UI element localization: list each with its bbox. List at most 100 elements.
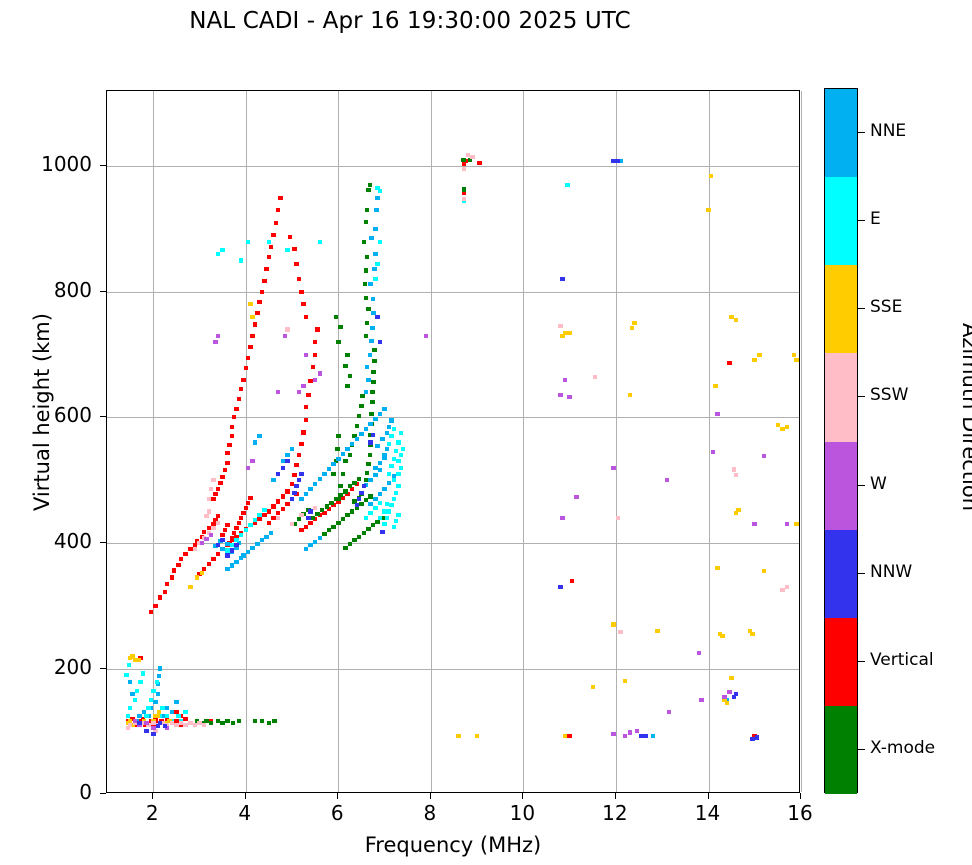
data-point-ssw <box>215 520 221 525</box>
data-point-e <box>157 714 163 719</box>
x-tick-label: 10 <box>509 801 536 825</box>
data-point-w <box>622 734 628 739</box>
colorbar-band-nne <box>825 89 857 178</box>
data-point-nne <box>225 542 230 547</box>
data-point-x-mode <box>345 513 350 518</box>
data-point-vertical <box>252 322 258 327</box>
data-point-vertical <box>211 557 216 562</box>
data-point-nnw <box>234 543 239 548</box>
data-point-nnw <box>225 553 230 558</box>
data-point-vertical <box>294 463 299 468</box>
data-point-nnw <box>299 471 304 476</box>
data-point-nne <box>255 542 260 547</box>
data-point-nne <box>389 418 394 423</box>
data-point-e <box>140 671 146 676</box>
data-point-x-mode <box>367 183 373 188</box>
data-point-x-mode <box>347 484 353 489</box>
data-point-nne <box>367 352 373 357</box>
data-point-sse <box>167 718 172 723</box>
data-point-nne <box>370 326 375 331</box>
data-point-w <box>611 732 616 737</box>
data-point-vertical <box>299 289 304 294</box>
data-point-e <box>384 515 390 520</box>
y-tick <box>100 793 106 794</box>
data-point-nne <box>382 455 387 460</box>
data-point-e <box>257 513 262 518</box>
data-point-w <box>611 465 616 470</box>
data-point-x-mode <box>333 459 339 464</box>
data-point-w <box>666 710 672 715</box>
data-point-e <box>248 523 253 528</box>
data-point-nnw <box>643 734 649 739</box>
colorbar-tick <box>858 748 865 750</box>
data-point-vertical <box>308 378 313 384</box>
data-point-nne <box>160 714 165 719</box>
data-point-e <box>262 508 267 513</box>
data-point-x-mode <box>345 352 350 357</box>
data-point-vertical <box>727 360 732 365</box>
data-point-w <box>715 412 720 417</box>
y-tick-label: 200 <box>53 654 92 679</box>
data-point-ssw <box>731 467 737 472</box>
data-point-vertical <box>174 718 179 723</box>
data-point-x-mode <box>296 517 302 522</box>
data-point-e <box>375 186 380 191</box>
data-point-nne <box>250 545 255 551</box>
data-point-w <box>627 730 633 735</box>
data-point-vertical <box>236 520 242 525</box>
data-point-ssw <box>141 721 147 726</box>
data-point-x-mode <box>368 494 373 499</box>
data-point-nne <box>384 446 390 451</box>
data-point-sse <box>736 508 741 513</box>
data-point-nne <box>134 718 140 723</box>
data-point-sse <box>130 654 135 659</box>
data-point-e <box>160 705 165 711</box>
data-point-vertical <box>130 716 135 721</box>
data-point-x-mode <box>199 721 205 726</box>
data-point-nne <box>308 543 313 548</box>
data-point-ssw <box>183 722 188 728</box>
data-point-w <box>761 454 767 459</box>
data-point-nne <box>373 496 378 502</box>
data-point-ssw <box>125 726 131 731</box>
data-point-vertical <box>248 345 253 350</box>
colorbar-band-e <box>825 177 857 266</box>
data-point-nnw <box>639 734 644 739</box>
data-point-e <box>398 465 404 470</box>
data-point-nne <box>252 440 258 445</box>
data-point-e <box>126 663 132 668</box>
data-point-nne <box>303 491 309 497</box>
data-point-e <box>389 464 394 469</box>
data-point-e <box>220 248 225 253</box>
data-point-sse <box>780 426 785 431</box>
data-point-ssw <box>178 721 184 726</box>
data-point-vertical <box>308 520 313 525</box>
gridline-horizontal <box>107 668 799 670</box>
data-point-x-mode <box>467 157 473 163</box>
data-point-x-mode <box>336 340 341 345</box>
data-point-ssw <box>169 721 175 726</box>
data-point-sse <box>794 357 799 362</box>
data-point-x-mode <box>372 358 377 363</box>
data-point-x-mode <box>356 476 362 481</box>
data-point-e <box>245 239 251 244</box>
data-point-sse <box>141 718 147 723</box>
data-point-nne <box>303 547 309 552</box>
data-point-e <box>391 496 397 502</box>
data-point-x-mode <box>194 718 200 723</box>
data-point-nnw <box>611 159 616 164</box>
data-point-nnw <box>289 496 295 502</box>
data-point-vertical <box>201 567 207 572</box>
data-point-nnw <box>754 735 760 740</box>
data-point-ssw <box>201 722 207 728</box>
data-point-w <box>144 721 149 726</box>
data-point-nne <box>369 235 374 240</box>
data-point-ssw <box>160 721 165 726</box>
data-point-x-mode <box>215 718 221 723</box>
data-point-nne <box>153 699 158 704</box>
data-point-x-mode <box>363 498 369 503</box>
data-point-ssw <box>206 530 212 535</box>
data-point-e <box>317 239 323 244</box>
data-point-nnw <box>296 478 302 483</box>
data-point-nnw <box>215 543 221 548</box>
